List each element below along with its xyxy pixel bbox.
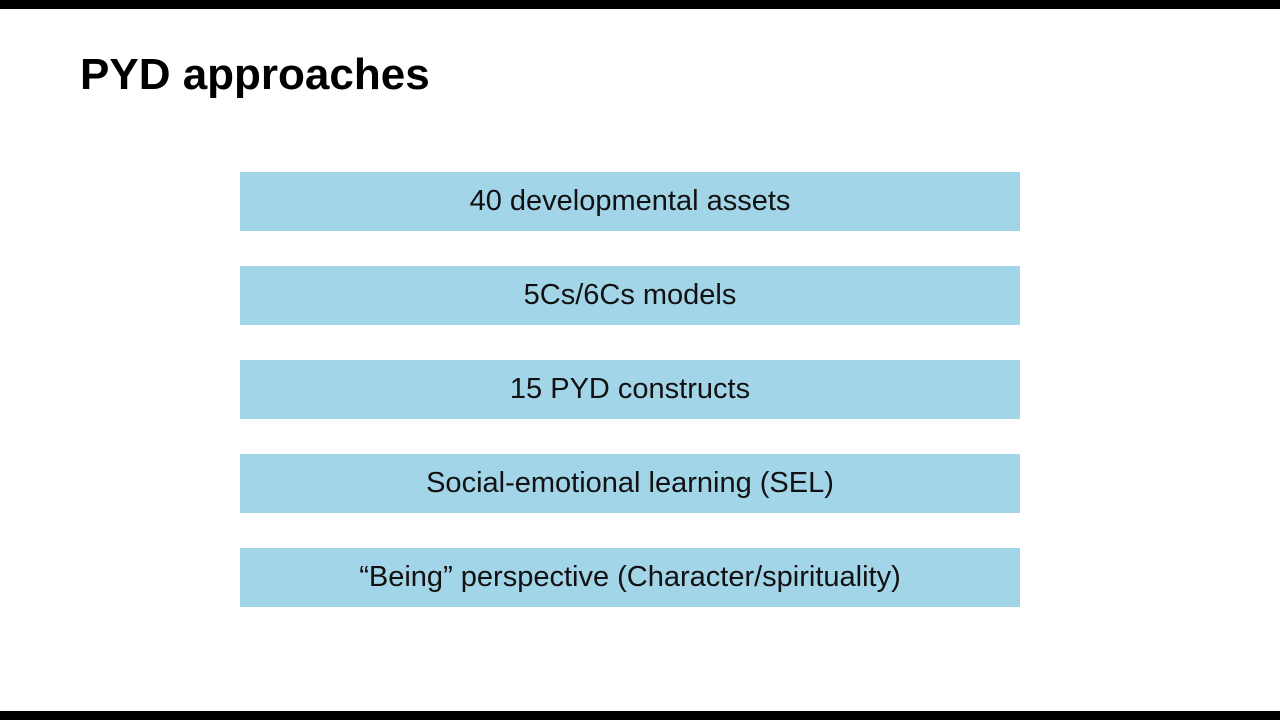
approach-bar: “Being” perspective (Character/spiritual… bbox=[240, 548, 1020, 607]
slide-title: PYD approaches bbox=[80, 50, 430, 99]
approach-bar: 5Cs/6Cs models bbox=[240, 266, 1020, 325]
approach-bar: 40 developmental assets bbox=[240, 172, 1020, 231]
approach-bar-label: 15 PYD constructs bbox=[509, 373, 751, 405]
letterbox-top bbox=[0, 0, 1280, 9]
approach-bar-list: 40 developmental assets 5Cs/6Cs models 1… bbox=[240, 172, 1020, 642]
approach-bar: 15 PYD constructs bbox=[240, 360, 1020, 419]
approach-bar-label: Social-emotional learning (SEL) bbox=[426, 467, 834, 499]
approach-bar: Social-emotional learning (SEL) bbox=[240, 454, 1020, 513]
approach-bar-label: 40 developmental assets bbox=[469, 185, 791, 217]
letterbox-bottom bbox=[0, 711, 1280, 720]
approach-bar-label: “Being” perspective (Character/spiritual… bbox=[359, 561, 901, 593]
approach-bar-label: 5Cs/6Cs models bbox=[523, 279, 737, 311]
